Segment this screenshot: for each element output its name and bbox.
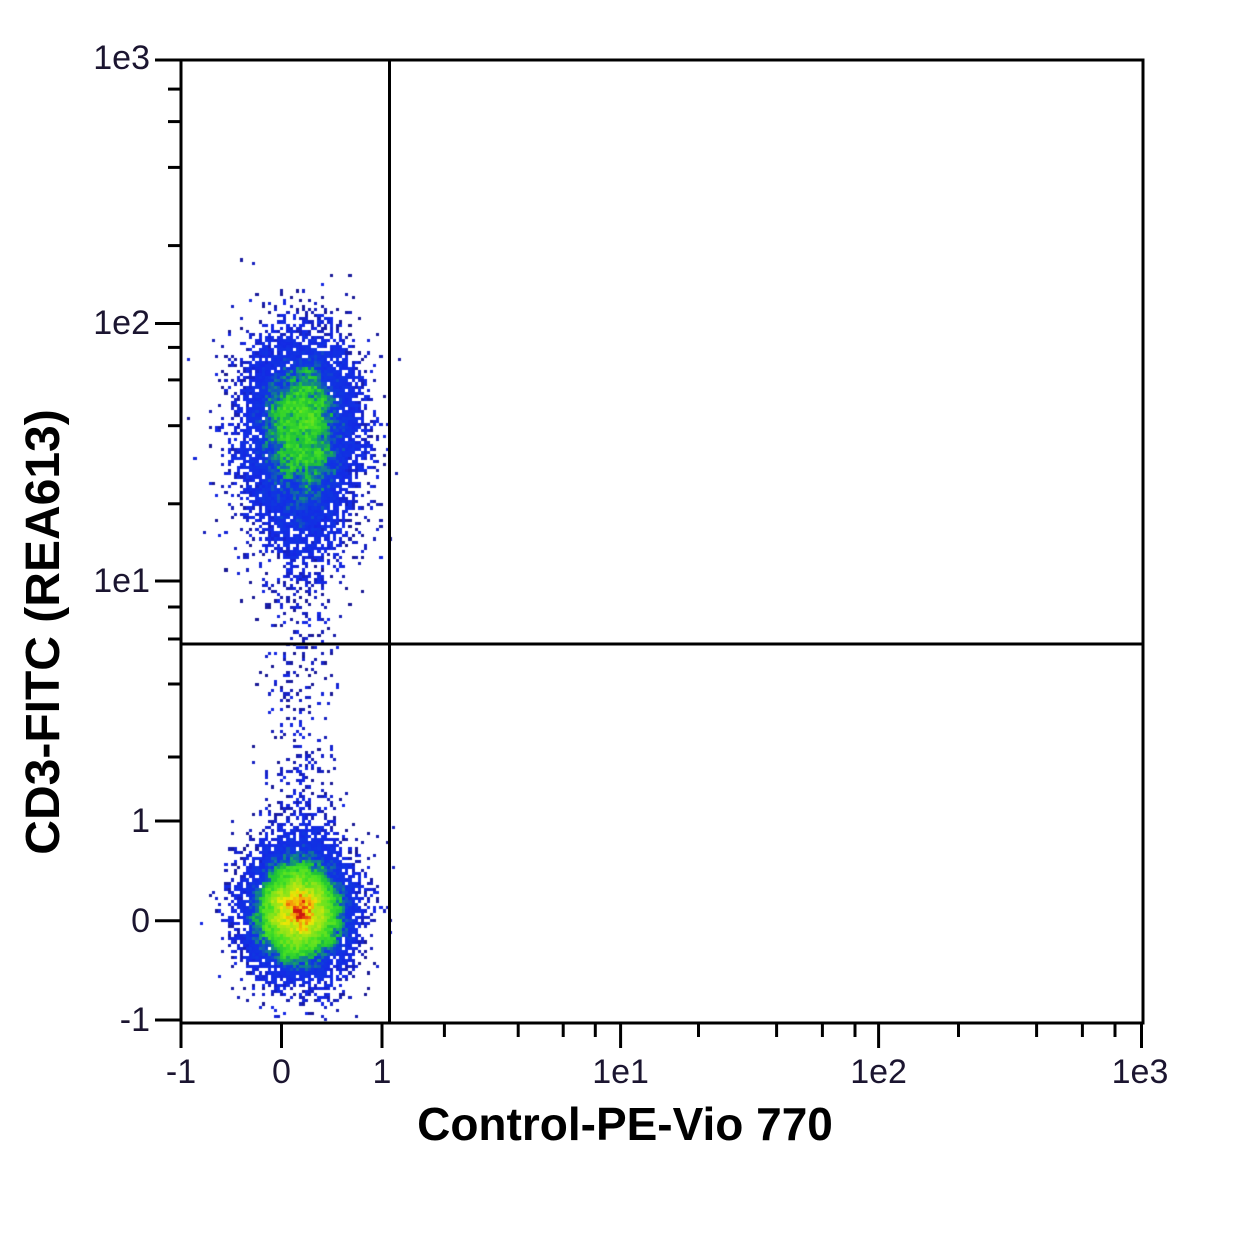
svg-text:1e2: 1e2: [850, 1053, 907, 1091]
svg-text:0: 0: [131, 902, 150, 940]
svg-text:CD3-FITC (REA613): CD3-FITC (REA613): [17, 409, 70, 854]
svg-text:1: 1: [131, 802, 150, 840]
svg-text:1e3: 1e3: [1112, 1053, 1169, 1091]
svg-text:0: 0: [272, 1053, 291, 1091]
svg-text:Control-PE-Vio 770: Control-PE-Vio 770: [417, 1098, 833, 1150]
svg-text:1e3: 1e3: [93, 39, 150, 77]
svg-text:1e1: 1e1: [93, 562, 150, 600]
svg-text:1e1: 1e1: [592, 1053, 649, 1091]
svg-text:1e2: 1e2: [93, 304, 150, 342]
svg-text:-1: -1: [166, 1053, 196, 1091]
svg-text:-1: -1: [120, 1001, 150, 1039]
svg-text:1: 1: [373, 1053, 392, 1091]
